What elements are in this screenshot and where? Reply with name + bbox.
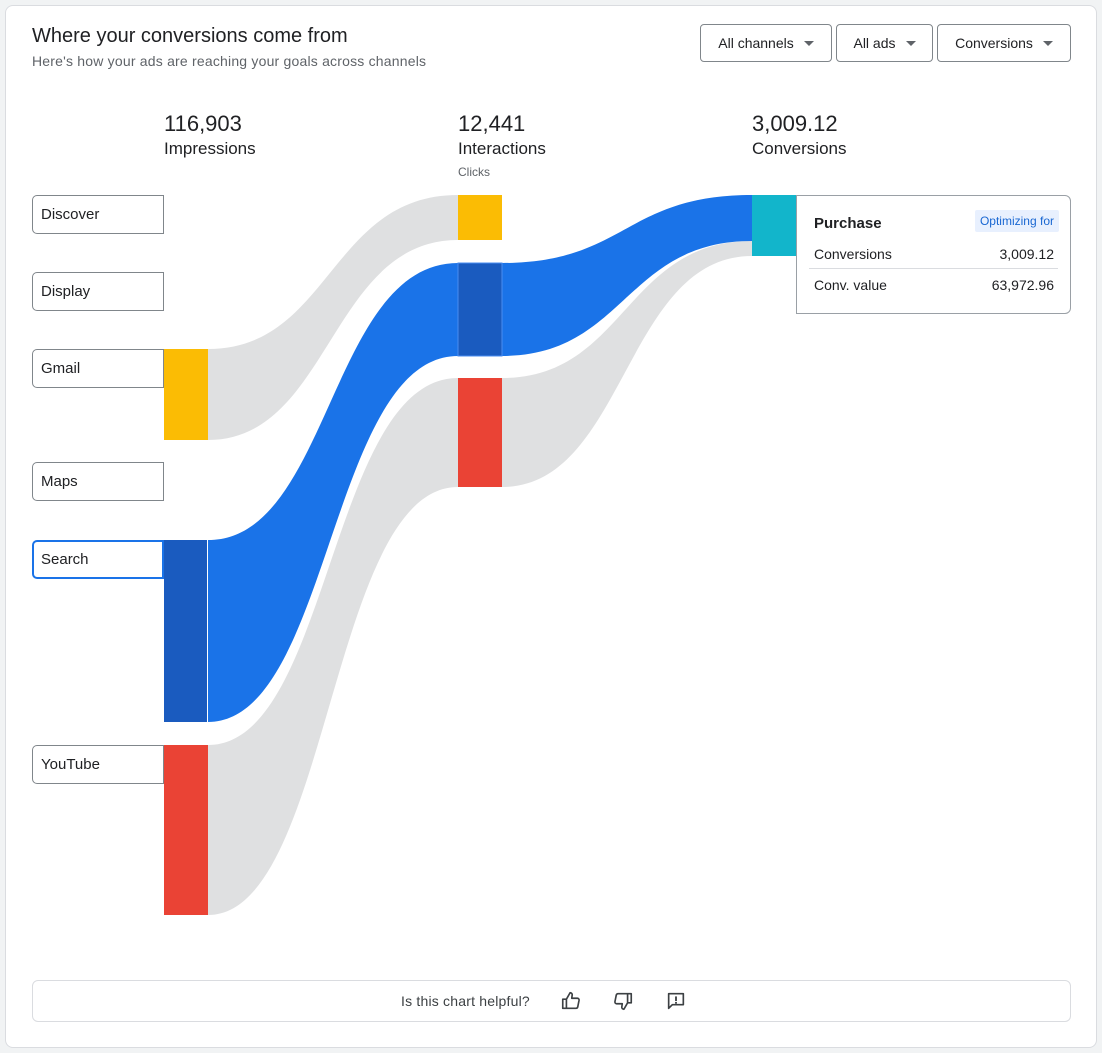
feedback-icon[interactable] [665,990,687,1012]
channel-search[interactable]: Search [32,540,164,579]
channel-maps[interactable]: Maps [32,462,164,501]
impressions-total: 116,903 [164,111,242,136]
search-impressions-node[interactable] [164,540,207,722]
channel-display[interactable]: Display [32,272,164,311]
gmail-interactions-node[interactable] [458,195,502,240]
optimizing-badge: Optimizing for [974,210,1059,232]
flow-interactions-youtube-to-conversions[interactable] [502,241,752,487]
channels-filter-dropdown[interactable]: All channels [700,24,832,62]
channel-youtube[interactable]: YouTube [32,745,164,784]
chevron-down-icon [803,40,814,46]
conversions-total: 3,009.12 [752,111,838,136]
tooltip-title: Purchase [814,215,882,232]
metric-filter-label: Conversions [955,35,1033,51]
conversion-tooltip: Purchase Optimizing for Conversions 3,00… [796,195,1071,314]
purchase-conversions-node[interactable] [752,195,796,256]
chevron-down-icon [1042,40,1053,46]
conversions-label: Conversions [752,139,847,158]
flow-gmail-to-interactions[interactable] [208,195,458,440]
tooltip-conv-value-label: Conv. value [814,277,887,293]
interactions-total: 12,441 [458,111,526,136]
search-interactions-node[interactable] [457,262,503,357]
card-title: Where your conversions come from [32,25,348,47]
card-subtitle: Here's how your ads are reaching your go… [32,53,427,69]
tooltip-divider [809,268,1058,269]
channel-discover[interactable]: Discover [32,195,164,234]
ads-filter-label: All ads [853,35,896,51]
tooltip-conv-value-value: 63,972.96 [991,277,1054,293]
ads-filter-dropdown[interactable]: All ads [836,24,933,62]
interactions-label: Interactions [458,139,546,158]
impressions-label: Impressions [164,139,256,158]
thumbs-up-icon[interactable] [560,990,582,1012]
gmail-impressions-node[interactable] [164,349,208,440]
metric-filter-dropdown[interactable]: Conversions [937,24,1071,62]
tooltip-conversions-value: 3,009.12 [999,246,1055,262]
flow-youtube-to-interactions[interactable] [208,378,458,915]
chevron-down-icon [905,40,916,46]
channels-filter-label: All channels [718,35,794,51]
thumbs-down-icon[interactable] [612,990,634,1012]
youtube-interactions-node[interactable] [458,378,502,487]
feedback-bar: Is this chart helpful? [32,980,1071,1022]
youtube-impressions-node[interactable] [164,745,208,915]
channel-gmail[interactable]: Gmail [32,349,164,388]
feedback-question: Is this chart helpful? [401,993,530,1009]
flow-search-to-interactions[interactable] [208,263,458,722]
flow-interactions-search-to-conversions[interactable] [502,195,752,356]
interactions-sublabel: Clicks [458,165,490,179]
tooltip-conversions-label: Conversions [814,246,892,262]
